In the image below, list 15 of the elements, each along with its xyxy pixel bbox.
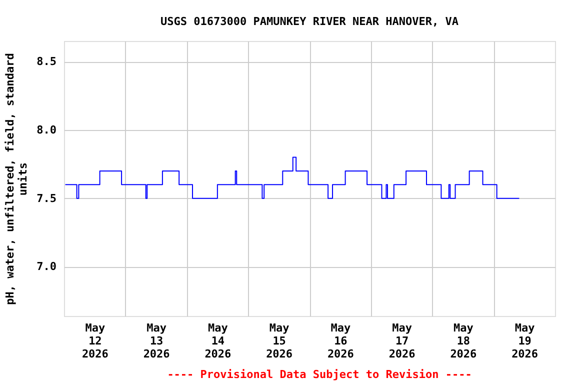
y-tick-label: 8.0 bbox=[36, 123, 56, 136]
x-tick-label: May 15 2026 bbox=[266, 322, 293, 360]
chart-title: USGS 01673000 PAMUNKEY RIVER NEAR HANOVER, VA bbox=[160, 15, 459, 28]
x-tick-label: May 17 2026 bbox=[388, 322, 416, 360]
y-axis-title: pH, water, unfiltered, field, standard units bbox=[4, 53, 30, 305]
y-tick-label: 7.5 bbox=[36, 192, 56, 205]
x-tick-label: May 12 2026 bbox=[82, 322, 109, 360]
x-tick-label: May 14 2026 bbox=[204, 322, 232, 360]
x-tick-label: May 16 2026 bbox=[327, 322, 354, 360]
x-tick-label: May 13 2026 bbox=[143, 322, 170, 360]
y-tick-label: 8.5 bbox=[36, 55, 56, 68]
x-tick-label: May 18 2026 bbox=[450, 322, 478, 360]
x-tick-label: May 19 2026 bbox=[512, 322, 538, 360]
text: ---- Provisional Data Subject to Revision ---- bbox=[167, 368, 472, 381]
y-tick-label: 7.0 bbox=[36, 260, 56, 274]
